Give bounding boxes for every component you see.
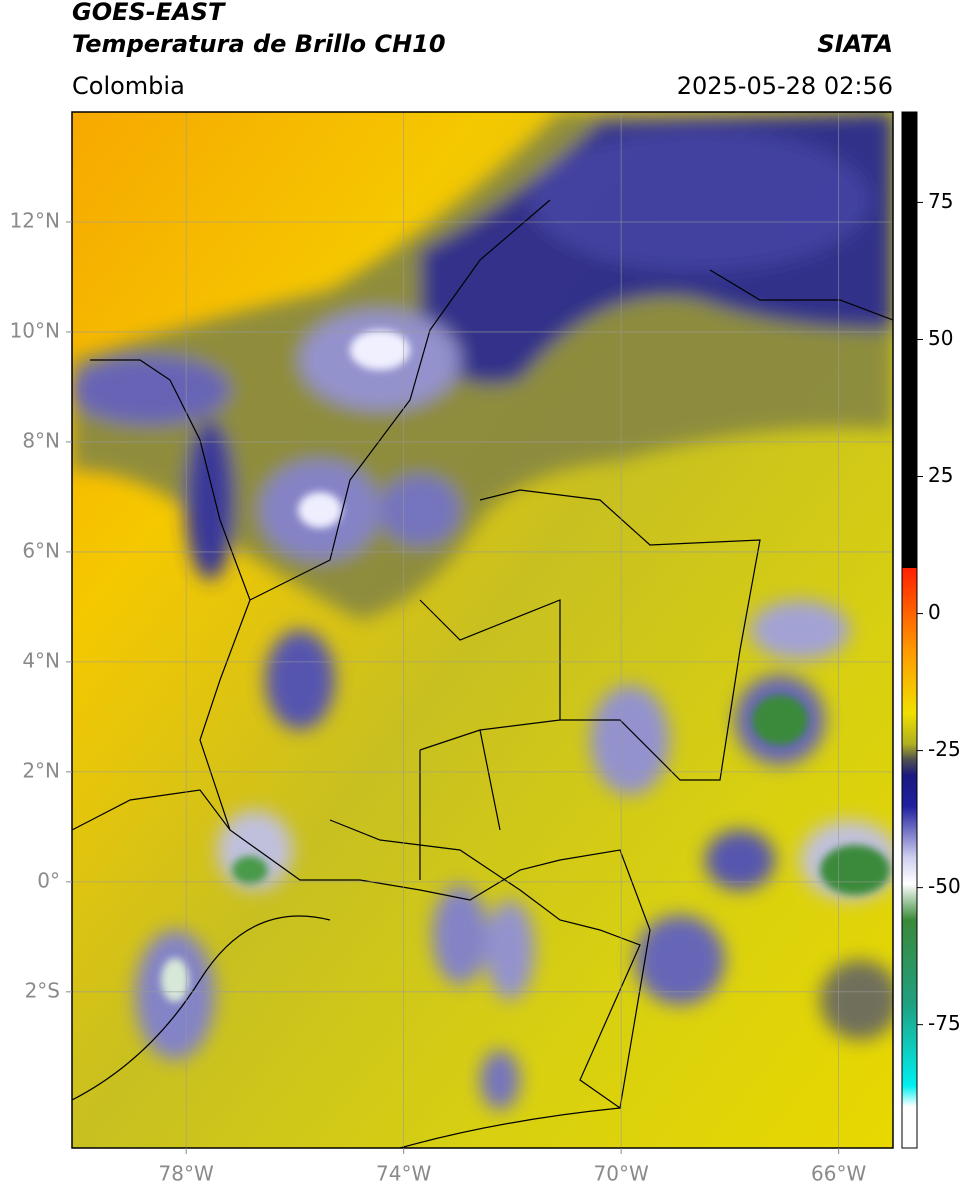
y-tick-label: 10°N <box>10 318 60 342</box>
colorbar-tick-label: 25 <box>928 463 953 487</box>
colorbar-tick-label: -50 <box>928 874 961 898</box>
y-tick-label: 4°N <box>22 648 60 672</box>
colorbar-tick-label: 0 <box>928 600 941 624</box>
y-tick-label: 8°N <box>22 428 60 452</box>
y-tick-label: 0° <box>37 868 60 892</box>
y-tick-label: 2°N <box>22 758 60 782</box>
x-tick-label: 78°W <box>159 1162 214 1186</box>
colorbar-tick-label: 50 <box>928 326 953 350</box>
colorbar-tick-label: -75 <box>928 1011 961 1035</box>
colorbar-tick-label: 75 <box>928 189 953 213</box>
colorbar <box>901 111 918 1149</box>
x-tick-label: 74°W <box>376 1162 431 1186</box>
x-tick-label: 66°W <box>811 1162 866 1186</box>
borders <box>72 199 893 1148</box>
y-tick-label: 2°S <box>25 978 60 1002</box>
grid <box>72 112 893 1148</box>
y-tick-label: 6°N <box>22 538 60 562</box>
datetime: 2025-05-28 02:56 <box>677 72 893 100</box>
subtitle: Temperatura de Brillo CH10 <box>72 30 446 58</box>
map-frame <box>71 111 894 1149</box>
source: SIATA <box>817 30 893 58</box>
y-tick-label: 12°N <box>10 208 60 232</box>
colorbar-tick-label: -25 <box>928 737 961 761</box>
satellite-image <box>72 112 893 1148</box>
region: Colombia <box>72 72 185 100</box>
title: GOES-EAST <box>72 0 226 26</box>
x-tick-label: 70°W <box>594 1162 649 1186</box>
